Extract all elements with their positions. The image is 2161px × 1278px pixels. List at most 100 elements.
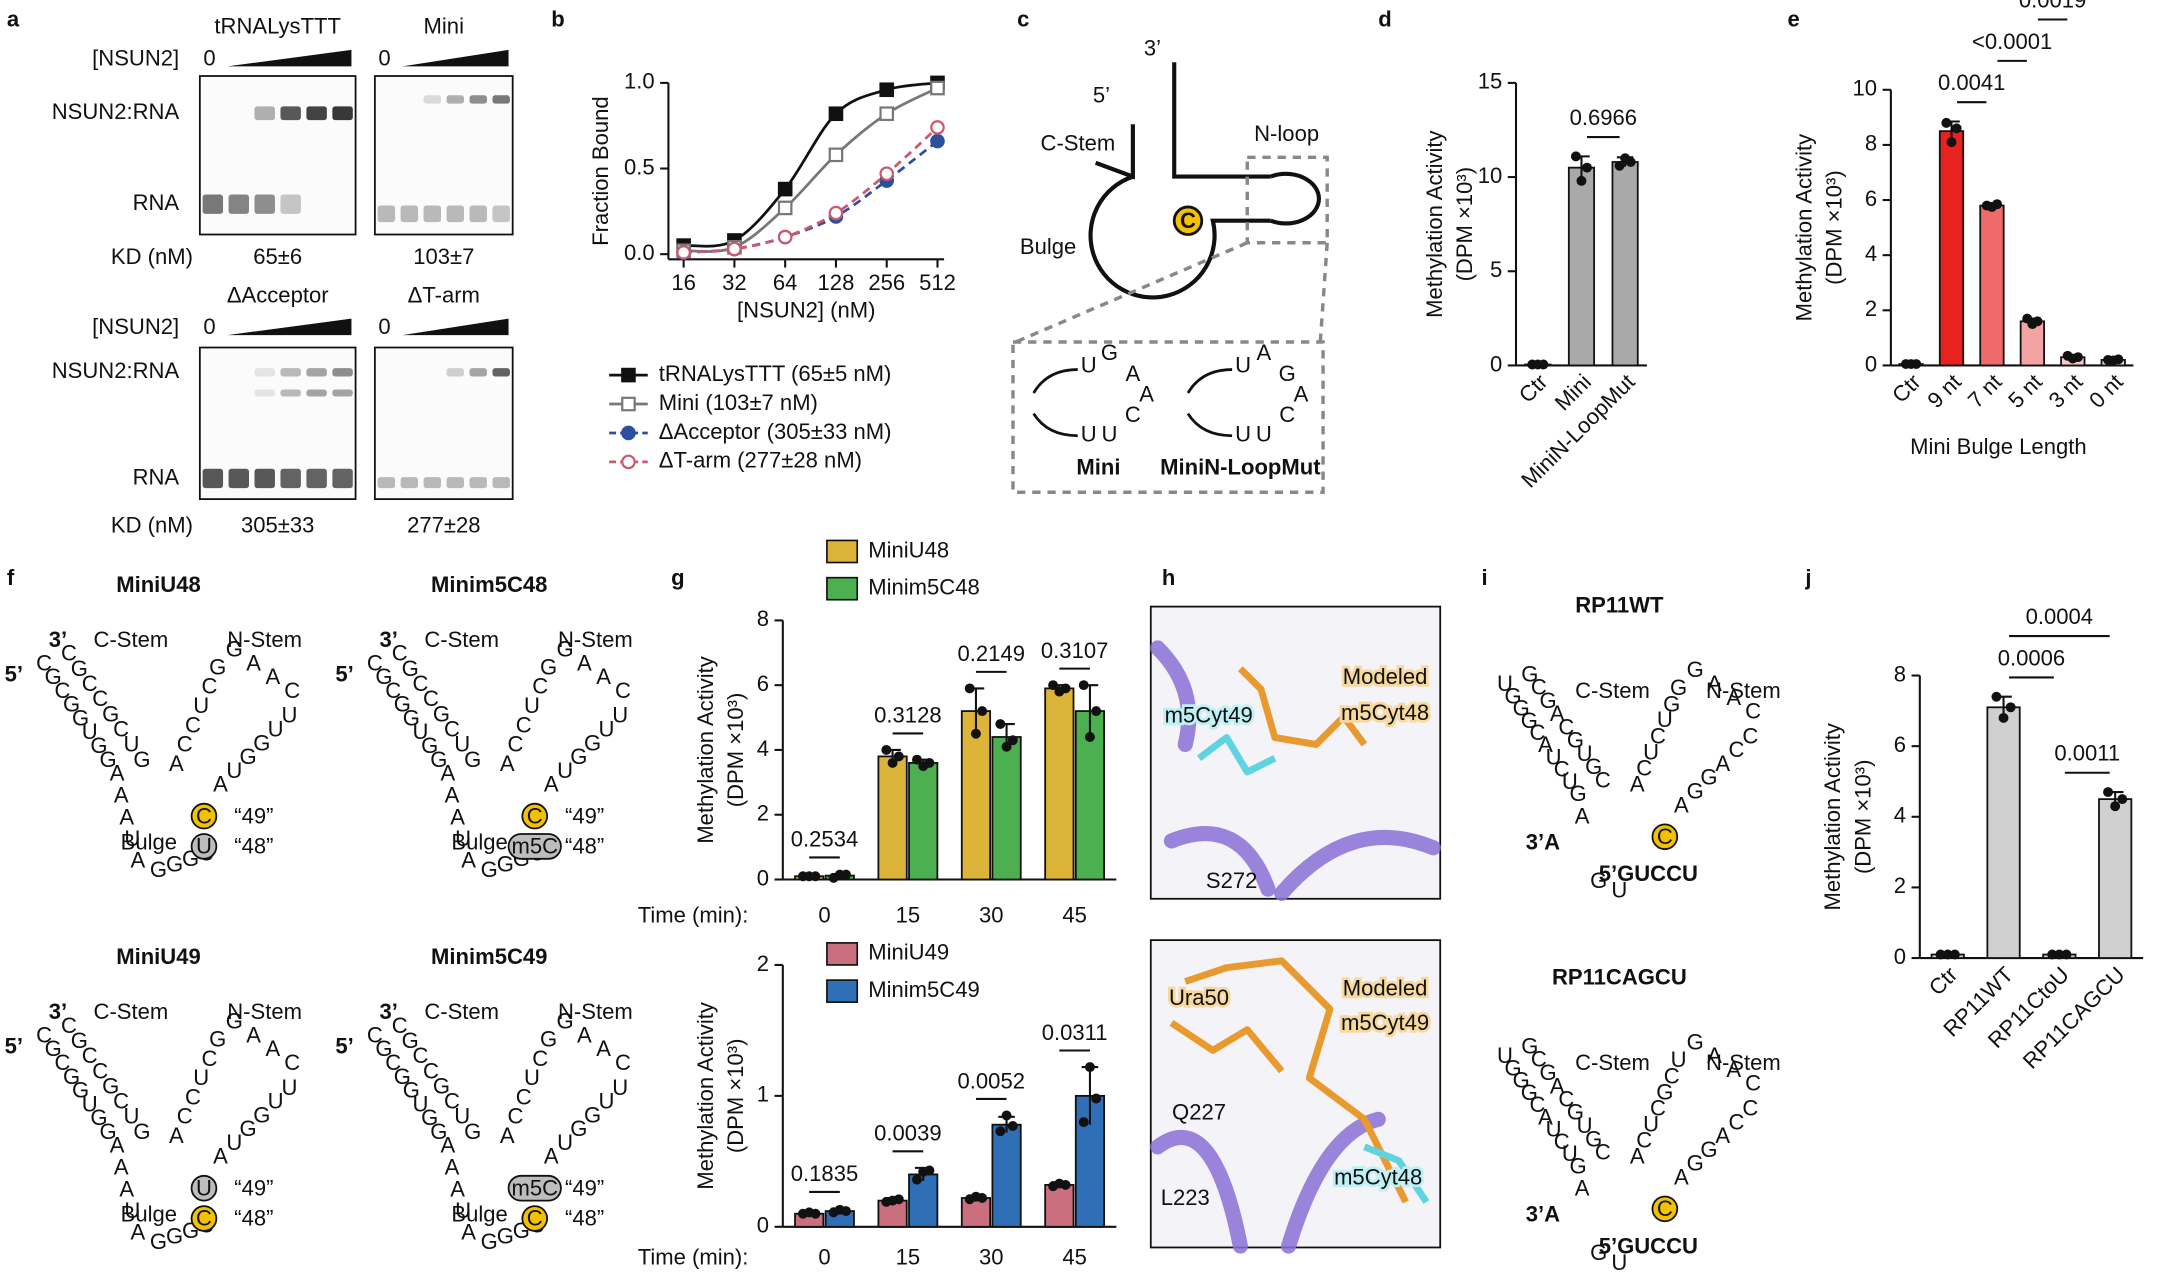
replicate-point <box>1084 1062 1095 1073</box>
label: 0 <box>203 45 215 70</box>
gel-band <box>423 477 442 489</box>
label: “49” <box>234 1175 273 1200</box>
label: Bulge <box>121 1202 177 1227</box>
panel-letter: f <box>7 565 15 590</box>
gel-band <box>446 477 464 489</box>
label: C <box>1180 208 1196 233</box>
p-value: 0.0041 <box>1938 70 2005 95</box>
data-point <box>777 229 793 245</box>
replicate-point <box>2032 316 2043 327</box>
panel-letter: i <box>1482 565 1488 590</box>
label: “49” <box>565 803 604 828</box>
panel-letter: h <box>1162 565 1175 590</box>
label: “49” <box>234 803 273 828</box>
label: 3’ <box>49 999 67 1024</box>
replicate-point <box>970 728 981 739</box>
structure-title: RP11WT <box>1575 592 1664 617</box>
label: N-Stem <box>1706 678 1781 703</box>
label: 3’A <box>1526 1202 1560 1227</box>
nucleotide: U <box>196 1175 212 1200</box>
bar <box>2098 798 2133 959</box>
x-tick-label: Ctr <box>1924 962 1962 1000</box>
bar <box>1044 687 1075 881</box>
x-tick-label: 16 <box>671 270 696 295</box>
zoom-box <box>1245 155 1329 245</box>
x-tick-label: 7 nt <box>1963 369 2007 413</box>
structure-title: Minim5C48 <box>431 572 547 597</box>
x-tick-label: 0 nt <box>2084 369 2128 413</box>
y-tick-label: 0 <box>1490 351 1502 376</box>
replicate-point <box>911 754 922 765</box>
label: “48” <box>565 834 604 859</box>
replicate-point <box>881 744 892 755</box>
cytidine-mark <box>1172 205 1204 236</box>
p-value: <0.0001 <box>1972 29 2052 54</box>
legend-label: ΔAcceptor (305±33 nM) <box>659 419 892 444</box>
x-tick-label: 512 <box>919 270 956 295</box>
x-tick-label: Ctr <box>1887 369 1925 407</box>
nucleotide: G <box>1101 340 1118 365</box>
label: m5Cyt48 <box>1334 1164 1422 1189</box>
replicate-point <box>2072 352 2083 363</box>
replicate-point <box>1942 949 1953 960</box>
gel-band <box>280 194 301 214</box>
x-axis-label: Mini Bulge Length <box>1910 434 2087 459</box>
ribbon <box>1150 1129 1248 1254</box>
gel-band <box>306 468 327 489</box>
y-tick-label: 2 <box>1865 296 1877 321</box>
nucleotide: C <box>527 1206 543 1231</box>
replicate-point <box>1576 175 1587 186</box>
x-tick-label: Ctr <box>1514 369 1552 407</box>
nucleotide-mark <box>507 833 562 860</box>
y-tick-label: 0 <box>1894 944 1906 969</box>
nucleotide: U <box>1256 422 1272 447</box>
p-value: 0.3128 <box>874 703 941 728</box>
y-axis-label: Methylation Activity <box>1820 723 1845 910</box>
y-tick-label: 0 <box>757 865 769 890</box>
gel-band <box>254 389 275 397</box>
rna-outline <box>1094 124 1135 180</box>
wedge <box>402 49 509 67</box>
gel-band <box>280 389 301 397</box>
label: N-Stem <box>227 627 302 652</box>
legend-marker <box>621 454 636 470</box>
rna-outline <box>1032 368 1078 394</box>
x-tick-label: 30 <box>979 1244 1004 1269</box>
data-point <box>879 166 895 181</box>
p-value: 0.2534 <box>791 827 858 852</box>
label: ΔT-arm <box>408 282 480 307</box>
nucleotide: U <box>1081 353 1097 378</box>
p-value: 0.0052 <box>958 1068 1025 1093</box>
y-axis-label: Methylation Activity <box>693 656 718 843</box>
p-value: 0.3107 <box>1041 638 1108 663</box>
y-tick-label: 6 <box>1865 186 1877 211</box>
gel-band <box>254 106 275 121</box>
nucleotide-mark <box>521 1205 549 1232</box>
sequence: ACCUCG <box>169 1027 226 1148</box>
replicate-point <box>1007 735 1018 746</box>
bar <box>1938 130 1965 367</box>
bar <box>991 1123 1022 1228</box>
panel-letter: e <box>1788 7 1800 32</box>
bar <box>1986 706 2021 959</box>
label: 65±6 <box>253 244 302 269</box>
y-tick-label: 8 <box>757 606 769 631</box>
label: Bulge <box>451 1202 507 1227</box>
nucleotide-mark <box>521 802 549 830</box>
bar <box>1979 204 2005 367</box>
p-value: 0.0004 <box>2026 604 2093 629</box>
nucleotide: U <box>196 834 212 859</box>
series-line <box>683 140 939 254</box>
label: N-Stem <box>227 999 302 1024</box>
label: C-Stem <box>1575 1050 1650 1075</box>
legend-marker <box>621 396 636 412</box>
replicate-point <box>1078 1117 1089 1128</box>
label: “48” <box>234 1206 273 1231</box>
x-axis-label: Time (min): <box>638 1244 749 1269</box>
gel-band <box>446 368 464 377</box>
label: 5’ <box>335 661 353 686</box>
y-axis-label: Methylation Activity <box>693 1002 718 1189</box>
label: N-Stem <box>558 999 633 1024</box>
legend-label: ΔT-arm (277±28 nM) <box>659 448 862 473</box>
gel-band <box>280 106 301 121</box>
